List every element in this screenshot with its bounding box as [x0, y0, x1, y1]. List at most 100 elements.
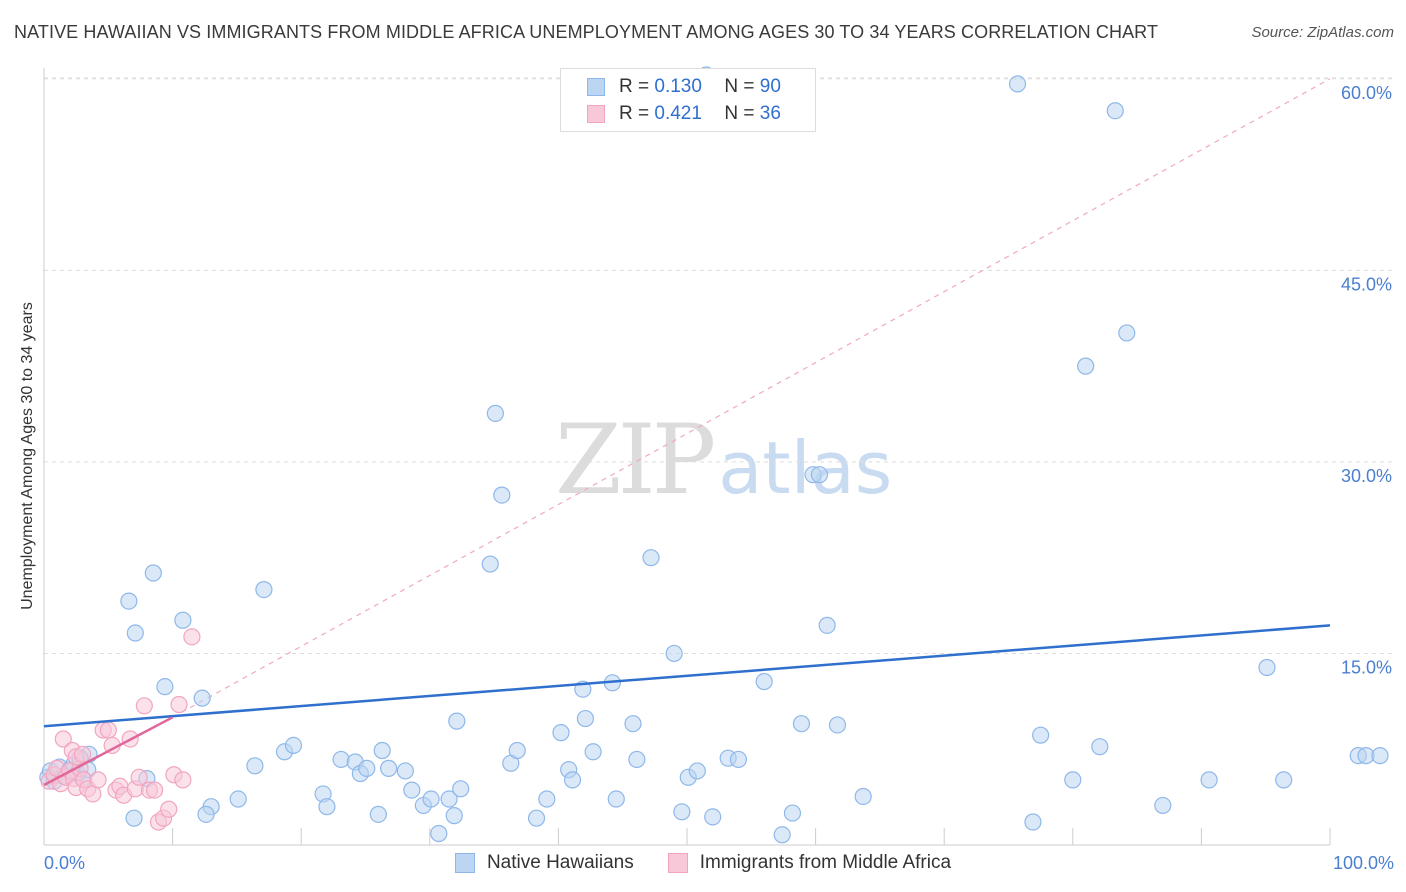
data-point-native-hawaiian: [396, 762, 414, 780]
watermark: ZIPatlas: [555, 404, 892, 516]
data-point-native-hawaiian: [704, 808, 722, 826]
y-tick-label: 60.0%: [1341, 83, 1392, 103]
data-point-native-hawaiian: [358, 759, 376, 777]
chart-source: Source: ZipAtlas.com: [1251, 24, 1394, 41]
data-point-middle-africa: [99, 721, 117, 739]
legend-r-label: R =: [619, 103, 650, 124]
data-point-native-hawaiian: [380, 759, 398, 777]
data-point-native-hawaiian: [440, 790, 458, 808]
trend-line-extension: [172, 78, 1331, 718]
legend-r-label: R =: [619, 76, 650, 97]
data-point-native-hawaiian: [1024, 813, 1042, 831]
data-point-middle-africa: [174, 771, 192, 789]
data-point-native-hawaiian: [828, 716, 847, 734]
data-point-native-hawaiian: [854, 787, 872, 806]
data-point-native-hawaiian: [481, 555, 499, 573]
legend-r-value: 0.130: [654, 76, 702, 97]
data-point-native-hawaiian: [120, 592, 138, 610]
y-tick-label: 30.0%: [1341, 466, 1392, 486]
data-point-native-hawaiian: [422, 790, 440, 808]
data-point-native-hawaiian: [1077, 357, 1095, 375]
legend-n-label: N =: [724, 76, 755, 97]
data-point-native-hawaiian: [486, 404, 504, 422]
data-point-native-hawaiian: [332, 750, 350, 769]
legend-swatch-pink: [667, 853, 688, 873]
y-tick-label: 15.0%: [1341, 657, 1392, 677]
data-point-native-hawaiian: [430, 824, 448, 843]
data-point-native-hawaiian: [1258, 658, 1276, 677]
data-point-native-hawaiian: [818, 616, 836, 634]
data-point-native-hawaiian: [773, 826, 791, 844]
y-tick-label: 45.0%: [1341, 274, 1392, 294]
data-point-native-hawaiian: [1200, 771, 1218, 789]
legend-swatch-pink: [587, 105, 605, 123]
data-point-native-hawaiian: [792, 715, 811, 733]
data-point-middle-africa: [170, 695, 188, 714]
data-point-native-hawaiian: [144, 564, 162, 582]
data-point-native-hawaiian: [538, 790, 556, 808]
data-point-native-hawaiian: [673, 803, 691, 821]
data-point-native-hawaiian: [1032, 726, 1050, 744]
data-point-native-hawaiian: [624, 715, 642, 733]
watermark-zip: ZIP: [555, 404, 716, 516]
legend-item-native-hawaiians: Native Hawaiians: [454, 852, 634, 874]
data-point-native-hawaiian: [318, 798, 336, 816]
data-point-native-hawaiian: [174, 611, 192, 629]
data-point-native-hawaiian: [448, 712, 466, 730]
data-point-native-hawaiian: [1275, 771, 1293, 789]
trend-line-middle-africa: [43, 716, 174, 787]
data-point-native-hawaiian: [584, 743, 602, 761]
data-point-middle-africa: [54, 730, 72, 748]
data-point-native-hawaiian: [688, 762, 706, 780]
data-point-native-hawaiian: [729, 750, 748, 769]
data-point-native-hawaiian: [527, 809, 546, 827]
watermark-atlas: atlas: [718, 426, 893, 510]
data-point-native-hawaiian: [755, 672, 773, 691]
data-point-native-hawaiian: [628, 750, 646, 769]
data-point-middle-africa: [135, 697, 153, 715]
data-point-native-hawaiian: [642, 549, 660, 567]
data-point-native-hawaiian: [369, 805, 387, 823]
data-point-native-hawaiian: [125, 809, 143, 827]
data-point-native-hawaiian: [1008, 75, 1027, 93]
data-point-native-hawaiian: [508, 741, 526, 760]
correlation-legend: R = 0.130 N = 90 R = 0.421 N = 36: [560, 68, 816, 132]
data-point-native-hawaiian: [1064, 771, 1082, 789]
data-point-native-hawaiian: [1371, 747, 1389, 765]
legend-item-middle-africa: Immigrants from Middle Africa: [667, 852, 952, 874]
data-point-native-hawaiian: [1091, 738, 1109, 756]
data-point-native-hawaiian: [783, 804, 802, 822]
data-point-native-hawaiian: [665, 644, 683, 663]
data-point-middle-africa: [130, 768, 148, 786]
data-point-native-hawaiian: [552, 724, 570, 742]
legend-n-value: 36: [759, 103, 781, 124]
data-point-native-hawaiian: [255, 580, 273, 599]
legend-swatch-blue: [587, 78, 605, 96]
data-point-native-hawaiian: [1106, 102, 1124, 120]
chart-title: NATIVE HAWAIIAN VS IMMIGRANTS FROM MIDDL…: [14, 22, 1159, 42]
data-point-native-hawaiian: [193, 689, 211, 707]
trend-line-native-hawaiians: [43, 624, 1331, 728]
legend-label: Immigrants from Middle Africa: [699, 852, 952, 873]
data-point-middle-africa: [73, 745, 92, 763]
x-tick-label-min: 0.0%: [44, 853, 85, 873]
data-point-native-hawaiian: [1118, 324, 1136, 342]
data-point-native-hawaiian: [403, 781, 421, 799]
data-point-native-hawaiian: [246, 757, 264, 775]
data-point-native-hawaiian: [810, 466, 829, 484]
data-point-native-hawaiian: [156, 678, 174, 696]
data-point-native-hawaiian: [607, 790, 625, 808]
legend-swatch-blue: [454, 853, 475, 873]
data-point-native-hawaiian: [493, 486, 511, 504]
data-point-native-hawaiian: [229, 790, 247, 808]
data-point-native-hawaiian: [445, 807, 463, 825]
data-point-native-hawaiian: [197, 805, 215, 823]
legend-n-value: 90: [759, 76, 781, 97]
series-legend: Native Hawaiians Immigrants from Middle …: [0, 852, 1406, 874]
x-tick-label-max: 100.0%: [1333, 853, 1394, 873]
data-point-middle-africa: [89, 771, 107, 789]
legend-n-label: N =: [724, 103, 755, 124]
data-point-native-hawaiian: [284, 736, 303, 754]
legend-label: Native Hawaiians: [486, 852, 634, 873]
